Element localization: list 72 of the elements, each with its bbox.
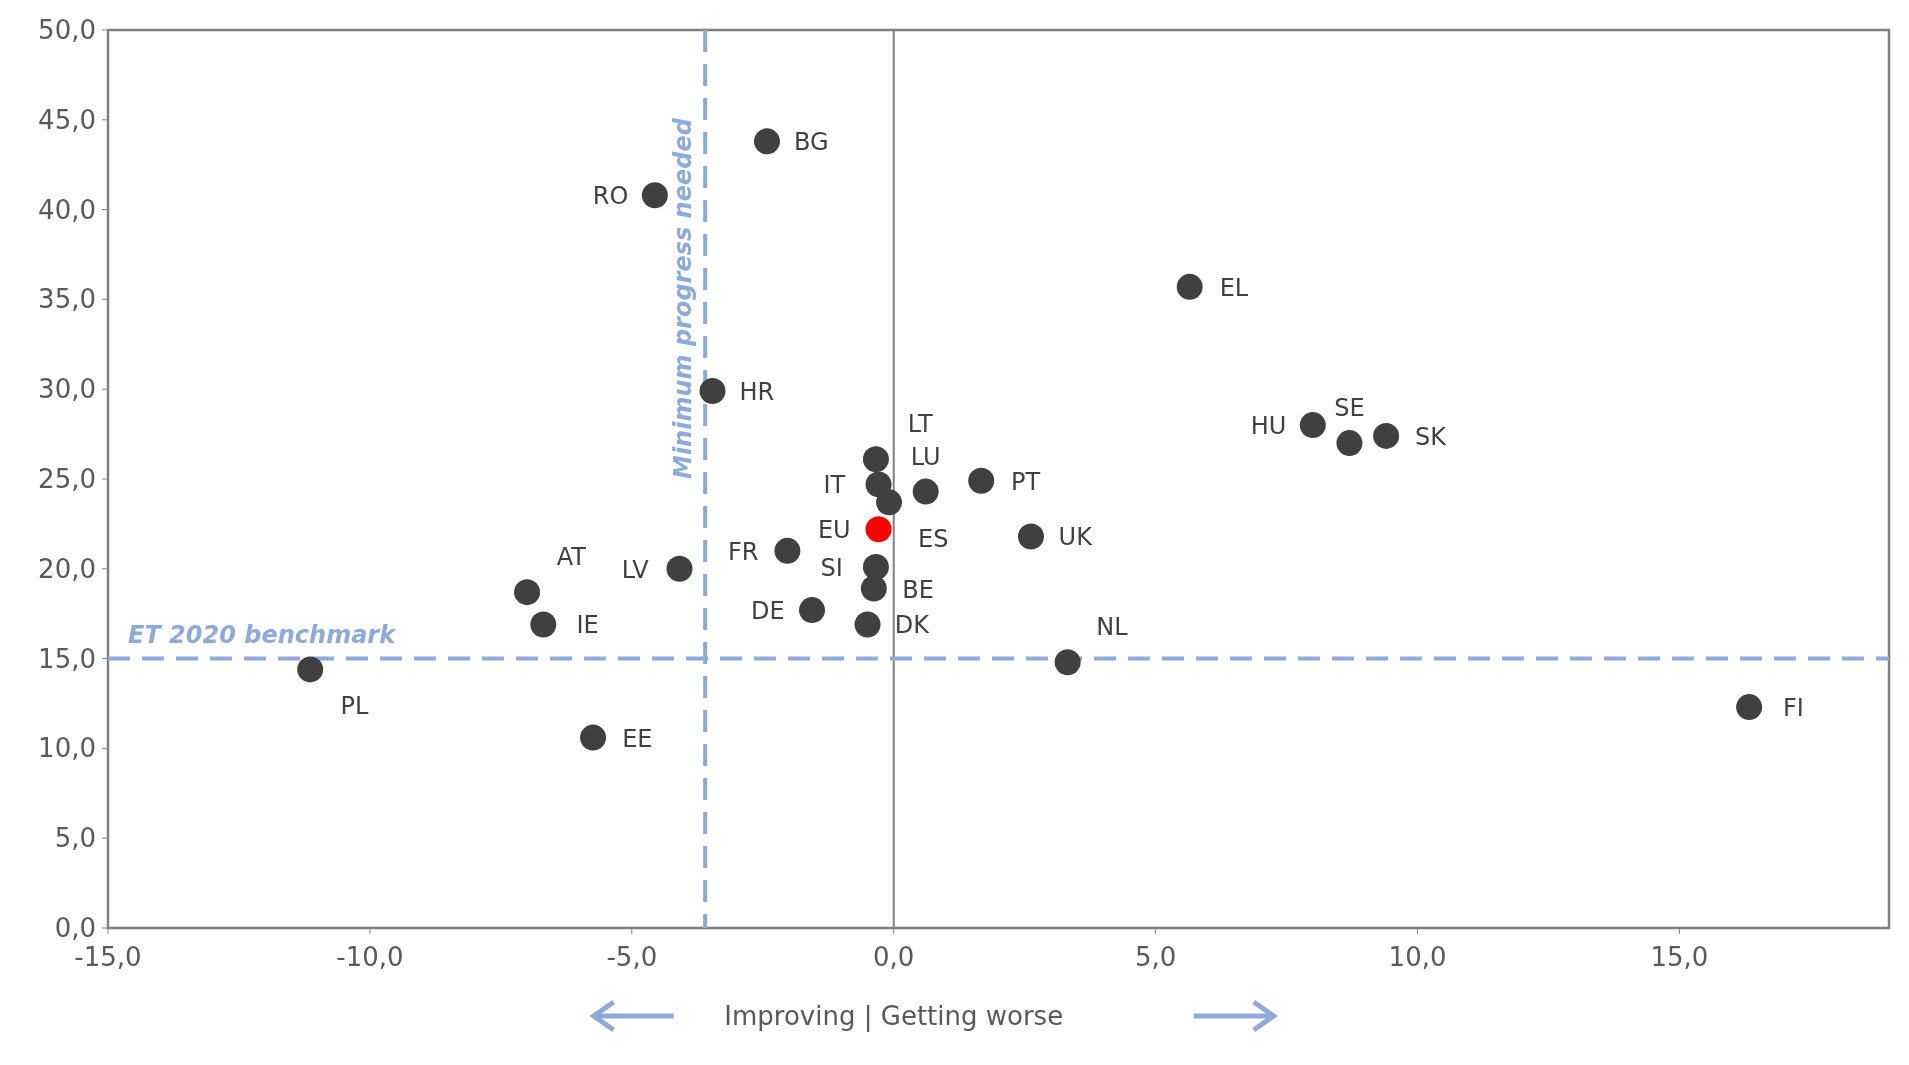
x-tick-label: 10,0 [1388,942,1447,972]
point [799,597,826,624]
data-label: HU [1250,412,1287,441]
data-label: PL [340,692,370,721]
data-label: DE [750,597,785,626]
data-label: LU [910,442,941,471]
y-tick-label: 0,0 [54,913,96,943]
point [1054,649,1081,676]
x-tick-label: 5,0 [1134,942,1177,972]
y-tick-label: 10,0 [38,733,96,764]
point [854,611,881,638]
data-label: LV [621,555,650,584]
point [862,446,889,473]
data-label: EL [1219,273,1249,302]
ref-line-label: ET 2020 benchmark [128,620,398,649]
y-tick-label: 30,0 [38,374,96,405]
ref-line-label: Minimum progress needed [669,117,698,479]
data-label: BG [793,128,829,157]
point [774,537,801,564]
data-label: RO [592,182,629,211]
data-label: IT [823,471,846,500]
y-tick-label: 45,0 [38,104,96,135]
x-tick-label: -10,0 [336,942,404,972]
x-axis-title: Improving | Getting worse [724,1001,1064,1032]
point [1299,412,1326,439]
point [666,555,693,582]
data-label: SI [820,554,843,582]
point [297,656,324,683]
x-tick-label: -15,0 [74,942,142,972]
point [1176,273,1203,300]
y-tick-label: 40,0 [38,194,96,225]
point [862,554,889,580]
data-label: SE [1334,394,1365,423]
x-tick-label: 15,0 [1650,942,1709,972]
data-label: LT [907,410,933,439]
y-tick-label: 15,0 [38,643,96,674]
data-label: UK [1058,523,1094,552]
point [514,579,541,606]
x-tick-label: -5,0 [606,942,658,972]
data-label: PT [1010,467,1041,496]
y-tick-label: 35,0 [38,284,96,315]
point [580,724,607,751]
point [1736,694,1763,721]
y-tick-label: 5,0 [54,823,96,854]
point [1336,430,1363,457]
data-label: EE [622,724,653,753]
point [1017,523,1044,550]
point [641,182,668,209]
data-label: NL [1096,613,1129,642]
point [912,478,939,505]
data-label: ES [918,525,949,554]
y-tick-label: 25,0 [38,464,96,494]
data-label: AT [556,543,587,572]
point [865,516,892,543]
point [860,575,887,602]
data-label: FR [727,537,759,566]
point [699,378,726,404]
point [753,128,780,155]
point [968,467,995,494]
point [876,489,903,516]
data-label: DK [894,611,931,640]
data-label: IE [576,611,599,640]
data-label: EU [817,516,851,545]
data-label: BE [902,575,934,604]
point [530,611,557,638]
data-label: HR [739,378,775,406]
x-tick-label: 0,0 [873,942,915,972]
data-label: SK [1414,422,1448,451]
data-label: FI [1782,694,1804,723]
y-tick-label: 50,0 [38,15,96,45]
point [1373,422,1400,449]
y-tick-label: 20,0 [38,553,96,584]
